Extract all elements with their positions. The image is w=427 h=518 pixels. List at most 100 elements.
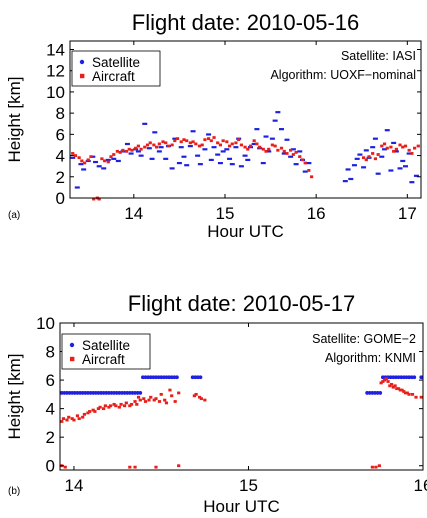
satellite-point [419,375,424,380]
aircraft-point [173,400,177,403]
aircraft-point [128,465,132,469]
aircraft-point [300,158,305,162]
aircraft-point [203,138,207,142]
aircraft-point [234,141,238,145]
satellite-point [382,148,388,151]
aircraft-point [124,149,129,153]
aircraft-point [192,394,196,398]
aircraft-point [157,142,161,146]
satellite-point [172,375,177,380]
satellite-point [96,165,102,168]
aircraft-point [273,144,277,148]
satellite-point [388,375,393,380]
satellite-point [202,148,208,151]
satellite-point [142,122,148,125]
satellite-point [90,155,96,158]
satellite-point [93,160,99,164]
aircraft-point [100,157,104,161]
aircraft-point [393,384,397,388]
aircraft-point [282,149,286,153]
y-tick-label: 8 [46,343,55,362]
satellite-point [275,111,281,114]
aircraft-point [294,150,298,154]
aircraft-point [410,392,415,396]
aircraft-point [112,153,116,156]
x-axis-label: Hour UTC [203,497,280,516]
aircraft-point [385,146,389,150]
aircraft-point [182,138,186,142]
satellite-point [198,375,203,380]
satellite-point [181,155,187,158]
satellite-point [148,375,153,380]
y-tick-label: 2 [56,168,65,187]
aircraft-point [67,415,71,419]
aircraft-point [130,148,134,152]
satellite-point [106,391,111,395]
aircraft-point [395,387,399,391]
satellite-point [67,391,72,395]
satellite-point [238,165,244,168]
chart-title: Flight date: 2010-05-17 [128,291,356,316]
satellite-point [122,391,127,395]
aircraft-point [170,394,174,398]
y-axis-label: Height [km] [5,77,24,163]
satellite-point [399,375,404,380]
aircraft-point [198,395,202,399]
aircraft-point [407,148,411,152]
aircraft-point [221,139,225,143]
aircraft-point [93,410,97,413]
satellite-point [72,391,77,395]
satellite-point [59,391,64,395]
satellite-point [263,135,269,138]
aircraft-point [279,146,284,150]
satellite-point [96,391,101,395]
aircraft-point [225,140,229,144]
satellite-point [345,168,351,171]
aircraft-point [127,147,131,151]
aircraft-point [218,143,223,147]
satellite-point [128,152,134,155]
aircraft-point [73,154,78,157]
aircraft-point [109,155,113,159]
chart-annotation: Satellite: IASI [341,49,416,63]
aircraft-point [63,465,67,469]
y-tick-label: 0 [46,457,55,476]
aircraft-point [216,141,220,145]
x-tick-label: 15 [239,476,258,495]
satellite-point [101,167,107,170]
satellite-point [78,163,84,166]
aircraft-point [185,139,189,143]
satellite-point [384,129,390,132]
satellite-point [396,375,401,380]
aircraft-point [376,153,380,156]
satellite-point [114,391,119,395]
y-tick-label: 10 [36,314,55,333]
satellite-point [154,375,158,380]
satellite-point [227,157,233,160]
satellite-point [81,168,87,171]
satellite-point [143,375,148,380]
aircraft-point [159,392,163,396]
aircraft-point [149,395,153,399]
legend-marker-satellite [79,59,85,65]
satellite-point [354,157,360,160]
aircraft-point [227,144,232,148]
x-tick-label: 14 [124,204,143,223]
aircraft-point [203,398,207,402]
aircraft-point [118,150,122,154]
aircraft-point [164,141,168,145]
plot-area [59,375,424,469]
satellite-point [245,158,251,162]
legend-box [61,333,151,370]
aircraft-point [298,155,302,159]
satellite-point [375,391,380,395]
satellite-point [367,391,372,395]
satellite-point [217,161,223,165]
aircraft-point [246,147,250,151]
aircraft-point [75,414,80,418]
satellite-point [83,391,88,395]
satellite-point [215,153,221,156]
aircraft-point [289,148,293,152]
